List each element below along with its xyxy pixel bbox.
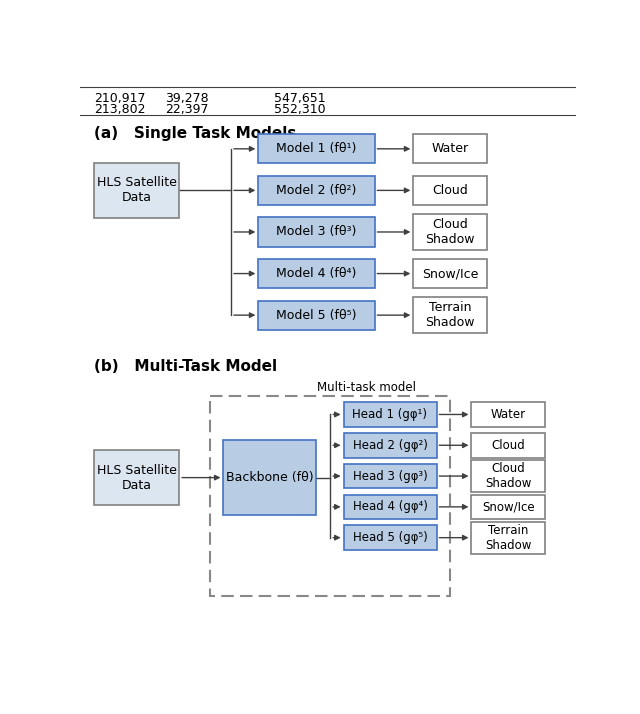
Bar: [413, 134, 487, 164]
Bar: [472, 495, 545, 519]
Bar: [413, 214, 487, 250]
Bar: [344, 464, 436, 488]
Bar: [259, 301, 374, 330]
Text: (a)   Single Task Models: (a) Single Task Models: [94, 126, 296, 141]
Text: Cloud
Shadow: Cloud Shadow: [485, 462, 531, 490]
Text: Head 3 (gφ³): Head 3 (gφ³): [353, 470, 428, 483]
Text: Multi-task model: Multi-task model: [317, 381, 416, 393]
Bar: [259, 259, 374, 288]
Text: Water: Water: [431, 142, 468, 156]
Bar: [413, 298, 487, 333]
Text: Snow/Ice: Snow/Ice: [482, 501, 534, 513]
Bar: [472, 402, 545, 427]
Text: Water: Water: [491, 408, 525, 421]
Bar: [210, 396, 451, 596]
Text: Head 2 (gφ²): Head 2 (gφ²): [353, 439, 428, 452]
Bar: [259, 176, 374, 205]
Text: Model 3 (fθ³): Model 3 (fθ³): [276, 226, 356, 238]
Text: 22,397: 22,397: [165, 103, 209, 116]
Text: Model 1 (fθ¹): Model 1 (fθ¹): [276, 142, 356, 156]
Text: Head 5 (gφ⁵): Head 5 (gφ⁵): [353, 531, 428, 544]
Bar: [223, 440, 316, 516]
Bar: [259, 217, 374, 246]
Bar: [94, 450, 179, 506]
Text: HLS Satellite
Data: HLS Satellite Data: [97, 463, 177, 492]
Bar: [413, 176, 487, 205]
Text: Model 2 (fθ²): Model 2 (fθ²): [276, 184, 356, 197]
Bar: [344, 495, 436, 519]
Text: Model 5 (fθ⁵): Model 5 (fθ⁵): [276, 308, 356, 321]
Text: 39,278: 39,278: [165, 92, 209, 105]
Bar: [472, 521, 545, 554]
Text: 213,802: 213,802: [94, 103, 145, 116]
Text: Head 4 (gφ⁴): Head 4 (gφ⁴): [353, 501, 428, 513]
Text: 210,917: 210,917: [94, 92, 145, 105]
Text: Cloud
Shadow: Cloud Shadow: [426, 218, 475, 246]
Bar: [259, 134, 374, 164]
Text: 547,651: 547,651: [274, 92, 325, 105]
Text: 552,310: 552,310: [274, 103, 325, 116]
Text: HLS Satellite
Data: HLS Satellite Data: [97, 176, 177, 204]
Text: Terrain
Shadow: Terrain Shadow: [426, 301, 475, 329]
Text: Cloud: Cloud: [492, 439, 525, 452]
Bar: [344, 402, 436, 427]
Bar: [344, 526, 436, 550]
Text: Model 4 (fθ⁴): Model 4 (fθ⁴): [276, 267, 356, 280]
Text: Snow/Ice: Snow/Ice: [422, 267, 478, 280]
Bar: [344, 433, 436, 458]
Text: Backbone (fθ): Backbone (fθ): [226, 471, 314, 484]
Bar: [472, 460, 545, 492]
Bar: [94, 163, 179, 218]
Text: (b)   Multi-Task Model: (b) Multi-Task Model: [94, 359, 277, 374]
Text: Head 1 (gφ¹): Head 1 (gφ¹): [353, 408, 428, 421]
Bar: [413, 259, 487, 288]
Text: Terrain
Shadow: Terrain Shadow: [485, 523, 531, 552]
Text: Cloud: Cloud: [432, 184, 468, 197]
Bar: [472, 433, 545, 458]
